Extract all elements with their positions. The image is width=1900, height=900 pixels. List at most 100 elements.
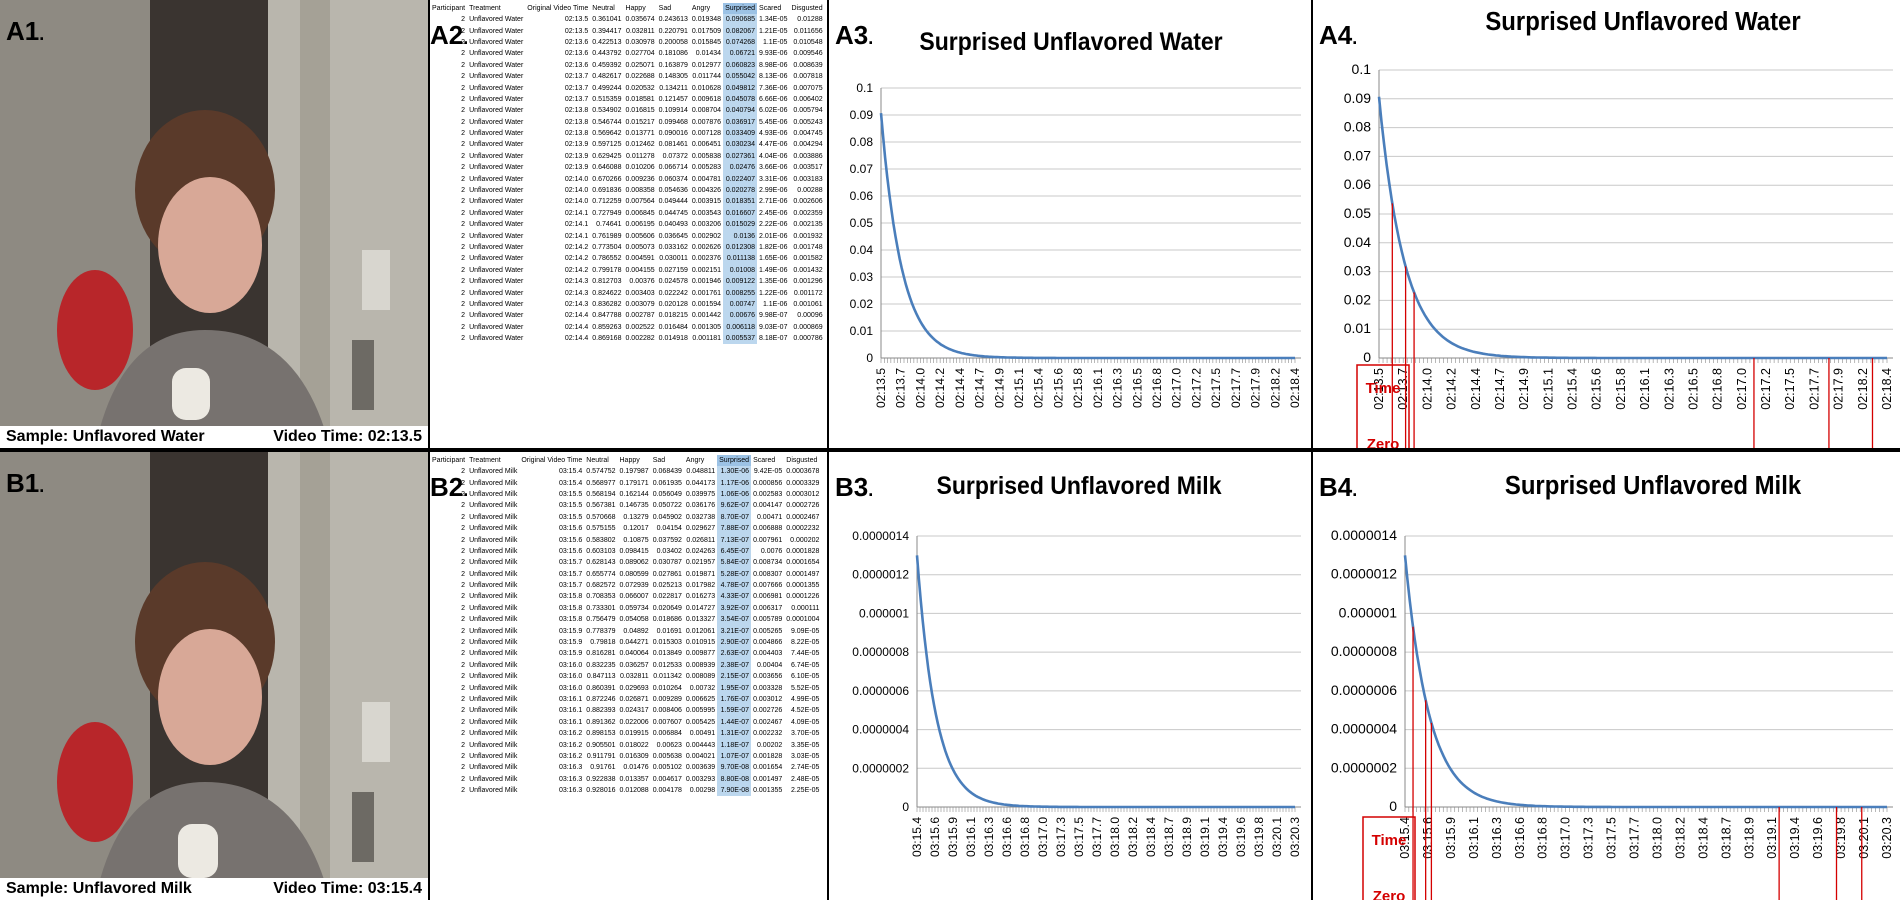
- table-cell: 0.098415: [619, 547, 649, 555]
- table-cell: 0.010264: [652, 684, 682, 692]
- table-cell: 0.682572: [586, 582, 616, 590]
- x-tick-label: 03:18.0: [1650, 817, 1664, 859]
- table-cell: 3.31E-06: [759, 175, 788, 183]
- table-cell: Unflavored Water: [469, 164, 524, 172]
- table-cell: 3.92E-07: [717, 602, 752, 615]
- photo-panel-a1: A1. Sample: Unflavored Water Video Time:…: [0, 0, 428, 448]
- panel-label-text: A3: [835, 20, 869, 50]
- table-cell: 0.708353: [586, 593, 616, 601]
- time-zero-box: [1356, 364, 1410, 448]
- table-cell: Unflavored Milk: [469, 479, 518, 487]
- table-cell: 0.003012: [753, 696, 783, 703]
- x-tick-label: 03:15.9: [1444, 817, 1458, 859]
- table-cell: 2: [461, 300, 466, 308]
- table-row: 2 Unflavored Milk 03:16.2 0.911791 0.016309 0…: [430, 750, 821, 763]
- table-cell: 0.0002232: [786, 525, 820, 533]
- data-table-water: Participant Treatment Original Video Time N…: [430, 3, 825, 345]
- x-tick-label: 02:16.8: [1711, 368, 1725, 410]
- table-cell: 0.015217: [625, 118, 655, 126]
- table-cell: 1.82E-06: [759, 244, 788, 251]
- table-cell: 0.761989: [592, 232, 622, 240]
- table-cell: 0.00096: [797, 312, 823, 320]
- chart-panel-a4: Surprised Unflavored Water 0 0.01 0.02 0.03 0…: [1313, 0, 1900, 448]
- table-row: 2 Unflavored Water 02:13.8 0.534902 0.016815…: [430, 105, 825, 117]
- table-cell: 4.99E-05: [790, 696, 820, 703]
- table-cell: 0.004866: [753, 639, 783, 647]
- table-cell: 0.099468: [658, 118, 688, 126]
- table-cell: 0.013357: [619, 775, 649, 783]
- table-cell: 0.898153: [586, 730, 616, 738]
- x-tick-label: 02:14.2: [1445, 368, 1459, 410]
- table-cell: 0.044745: [658, 209, 688, 217]
- table-cell: 02:14.3: [564, 300, 589, 308]
- y-tick-label: 0: [1389, 798, 1397, 814]
- table-cell: 4.93E-06: [759, 130, 788, 138]
- table-cell: 0.049444: [658, 198, 688, 206]
- table-cell: 03:15.8: [558, 604, 583, 612]
- x-tick-label: 03:19.1: [1765, 817, 1779, 859]
- y-tick-label: 0.02: [850, 297, 874, 311]
- table-cell: 2: [461, 61, 466, 69]
- table-cell: 0.121457: [658, 95, 688, 103]
- y-tick-label: 0.0000012: [1331, 566, 1397, 582]
- table-cell: 2: [461, 73, 466, 81]
- table-cell: 0.037592: [652, 536, 682, 544]
- table-cell: 1.35E-06: [759, 278, 788, 286]
- column-header: Happy: [625, 5, 646, 12]
- table-cell: 0.007075: [793, 84, 823, 92]
- table-cell: 2: [461, 16, 466, 24]
- table-row: 2 Unflavored Milk 03:15.6 0.575155 0.12017 0.…: [430, 522, 821, 535]
- table-cell: 02:14.1: [564, 221, 589, 229]
- table-cell: 2: [461, 84, 466, 92]
- column-header: Happy: [619, 457, 640, 464]
- table-cell: 2: [461, 50, 466, 58]
- table-cell: 6.10E-05: [790, 673, 820, 681]
- table-cell: 0.569642: [592, 130, 622, 138]
- x-tick-label: 03:16.3: [982, 817, 996, 857]
- table-cell: 0.016484: [658, 323, 688, 331]
- table-cell: 02:14.2: [564, 255, 589, 263]
- table-cell: 03:15.6: [558, 547, 583, 555]
- table-cell: 0.040794: [723, 105, 758, 117]
- table-cell: 3.54E-07: [717, 614, 752, 626]
- table-row: 2 Unflavored Milk 03:15.4 0.568977 0.179171 0…: [430, 477, 821, 489]
- table-cell: 0.002135: [793, 221, 823, 229]
- table-row: 2 Unflavored Milk 03:15.4 0.574752 0.197987 0…: [430, 466, 821, 478]
- table-cell: 0.0001654: [786, 559, 820, 567]
- x-tick-label: 03:19.8: [1834, 817, 1848, 859]
- table-cell: Unflavored Water: [469, 107, 524, 115]
- table-cell: 0.778379: [586, 627, 616, 635]
- table-cell: 0.727949: [592, 209, 622, 217]
- column-header: Disgusted: [786, 457, 818, 464]
- table-cell: 0.036257: [619, 661, 649, 669]
- table-cell: 0.045078: [723, 93, 758, 106]
- table-cell: 0.01434: [695, 50, 722, 58]
- panel-label-text: B2: [430, 472, 464, 502]
- table-cell: 0.082067: [723, 25, 758, 37]
- table-cell: 5.84E-07: [717, 557, 752, 569]
- table-cell: Unflavored Milk: [469, 752, 518, 760]
- table-cell: 0.027704: [625, 50, 655, 58]
- table-cell: Unflavored Milk: [469, 525, 518, 533]
- table-cell: 0.006402: [793, 95, 823, 103]
- table-cell: 03:15.8: [558, 593, 583, 601]
- x-tick-label: 02:17.5: [1209, 368, 1223, 408]
- table-row: 2 Unflavored Water 02:13.8 0.569642 0.013771…: [430, 127, 825, 140]
- table-cell: 03:15.6: [558, 536, 583, 544]
- table-cell: 0.022817: [652, 593, 682, 601]
- table-cell: 2: [461, 232, 466, 240]
- x-tick-label: 02:17.2: [1189, 368, 1203, 408]
- x-tick-label: 03:18.2: [1673, 817, 1687, 859]
- table-cell: 0.068439: [652, 468, 682, 476]
- table-cell: 0.017982: [685, 582, 716, 590]
- table-cell: Unflavored Water: [469, 130, 524, 138]
- x-tick-label: 03:19.6: [1811, 817, 1825, 859]
- series-line-surprised: [1377, 96, 1887, 360]
- x-tick-label: 02:15.8: [1071, 368, 1085, 408]
- table-cell: 02:14.1: [564, 209, 589, 217]
- x-tick-label: 03:18.4: [1696, 817, 1710, 859]
- table-cell: Unflavored Water: [469, 27, 524, 35]
- table-cell: 0.050722: [652, 502, 682, 510]
- table-cell: 2: [461, 684, 466, 692]
- table-cell: 03:15.8: [558, 616, 583, 624]
